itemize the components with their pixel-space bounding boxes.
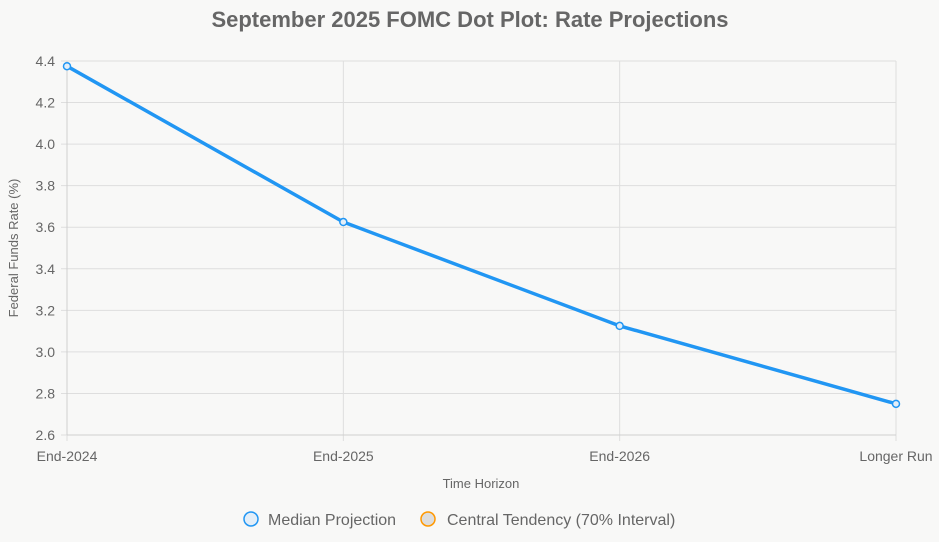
- legend-label-central-tendency[interactable]: Central Tendency (70% Interval): [447, 512, 675, 529]
- y-tick-label: 3.8: [36, 178, 56, 194]
- y-tick-label: 3.4: [36, 261, 56, 277]
- y-tick-label: 3.2: [36, 302, 56, 318]
- x-tick-label: End-2026: [589, 448, 650, 464]
- x-axis: End-2024 End-2025 End-2026 Longer Run: [37, 448, 933, 464]
- data-point[interactable]: [891, 399, 901, 409]
- data-point[interactable]: [615, 321, 624, 331]
- legend: Median Projection Central Tendency (70% …: [243, 511, 675, 529]
- y-tick-label: 4.2: [36, 95, 56, 111]
- y-tick-label: 4.0: [36, 136, 56, 152]
- y-tick-label: 3.6: [36, 219, 56, 235]
- data-point[interactable]: [62, 61, 72, 71]
- legend-marker-median[interactable]: [243, 511, 259, 527]
- series-line: [66, 64, 897, 406]
- data-point[interactable]: [339, 217, 348, 227]
- y-tick-label: 2.8: [36, 385, 56, 401]
- y-tick-label: 2.6: [36, 427, 56, 443]
- y-axis: 2.6 2.8 3.0 3.2 3.4 3.6 3.8 4.0 4.2 4.4: [36, 53, 56, 443]
- legend-marker-central-tendency[interactable]: [420, 511, 436, 527]
- series: [62, 61, 901, 409]
- grid: [61, 60, 897, 441]
- x-tick-label: End-2024: [37, 448, 98, 464]
- y-tick-label: 4.4: [36, 53, 56, 69]
- x-tick-label: End-2025: [313, 448, 374, 464]
- y-axis-label: Federal Funds Rate (%): [6, 179, 21, 318]
- x-axis-label: Time Horizon: [443, 476, 520, 491]
- chart-title: September 2025 FOMC Dot Plot: Rate Proje…: [211, 7, 728, 32]
- y-tick-label: 3.0: [36, 344, 56, 360]
- x-tick-label: Longer Run: [859, 448, 932, 464]
- legend-label-median[interactable]: Median Projection: [268, 512, 396, 529]
